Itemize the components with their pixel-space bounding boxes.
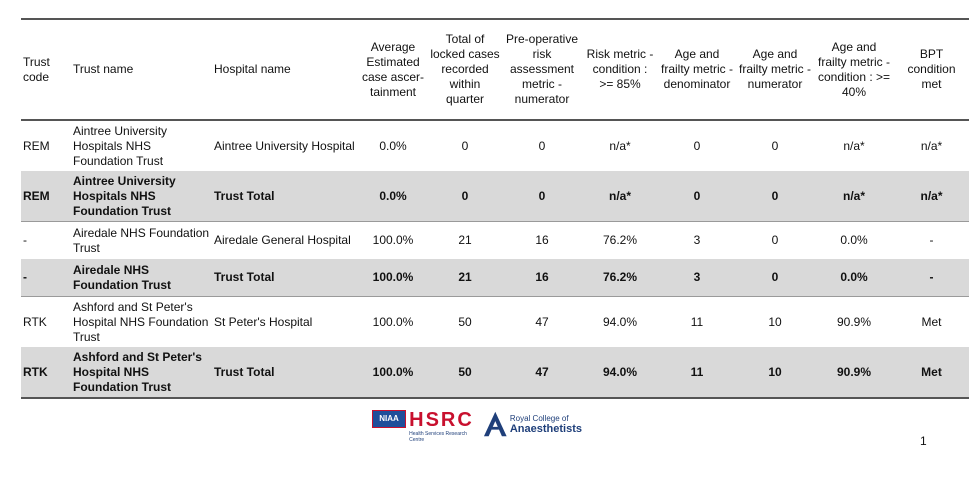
cell-ascertainment: 100.0% [372,314,414,329]
page-number: 1 [920,434,927,448]
table-row: - Airedale NHS Foundation Trust Airedale… [21,222,969,260]
cell-risk-condition: n/a* [582,171,658,222]
cell-locked-cases: 0 [461,138,469,153]
cell-frailty-denominator: 11 [658,347,736,399]
header-frailty-numerator: Age and frailty metric - numerator [736,19,814,121]
cell-hospital-name: Trust Total [212,259,358,297]
cell-trust-name: Ashford and St Peter's Hospital NHS Foun… [71,347,212,399]
cell-frailty-condition: n/a* [814,171,894,222]
cell-risk-condition: 76.2% [582,259,658,297]
cell-hospital-name: Aintree University Hospital [214,138,355,153]
rca-logo: Royal College of Anaesthetists [510,414,582,435]
header-risk-condition: Risk metric - condition : >= 85% [582,19,658,121]
table-row-total: - Airedale NHS Foundation Trust Trust To… [21,259,969,297]
cell-trust-name: Aintree University Hospitals NHS Foundat… [71,171,212,222]
header-bpt-met: BPT condition met [894,19,969,121]
cell-trust-name: Airedale NHS Foundation Trust [71,259,212,297]
cell-hospital-name: Trust Total [212,347,358,399]
cell-locked-cases: 50 [428,347,502,399]
cell-frailty-condition: 0.0% [814,259,894,297]
cell-locked-cases: 50 [458,314,472,329]
header-preop-risk-numerator: Pre-operative risk assessment metric - n… [502,19,582,121]
table-row: RTK Ashford and St Peter's Hospital NHS … [21,297,969,348]
cell-hospital-name: St Peter's Hospital [214,314,313,329]
cell-ascertainment: 100.0% [372,233,414,247]
cell-ascertainment: 100.0% [358,347,428,399]
cell-frailty-condition: 90.9% [836,314,872,329]
cell-frailty-condition: 90.9% [814,347,894,399]
cell-preop-numerator: 16 [535,233,549,247]
header-trust-name: Trust name [71,19,212,121]
cell-bpt-met: - [894,259,969,297]
cell-frailty-numerator: 0 [736,259,814,297]
header-total-locked-cases: Total of locked cases recorded within qu… [428,19,502,121]
header-hospital-name: Hospital name [212,19,358,121]
cell-bpt-met: Met [894,347,969,399]
table-row: REM Aintree University Hospitals NHS Fou… [21,120,969,171]
header-trust-code: Trust code [21,19,71,121]
cell-ascertainment: 0.0% [358,171,428,222]
cell-bpt-met: Met [921,314,942,329]
cell-ascertainment: 100.0% [358,259,428,297]
cell-frailty-denominator: 0 [693,138,701,153]
report-table: Trust code Trust name Hospital name Aver… [21,18,969,399]
cell-frailty-numerator: 0 [771,138,779,153]
cell-frailty-denominator: 0 [658,171,736,222]
cell-locked-cases: 0 [428,171,502,222]
cell-hospital-name: Airedale General Hospital [214,233,351,247]
cell-risk-condition: 94.0% [582,347,658,399]
hsrc-subtitle: Health Services Research Centre [409,431,467,443]
header-row: Trust code Trust name Hospital name Aver… [21,19,969,121]
hsrc-logo: HSRC Health Services Research Centre [409,410,479,443]
cell-trust-name: Airedale NHS Foundation Trust [73,225,210,255]
header-avg-case-ascertainment: Average Estimated case ascer-tainment [358,19,428,121]
cell-trust-name: Ashford and St Peter's Hospital NHS Foun… [73,299,209,344]
rca-a-icon [484,411,507,437]
header-frailty-denominator: Age and frailty metric - denominator [658,19,736,121]
cell-trust-code: - [23,233,27,247]
header-frailty-condition: Age and frailty metric - condition : >= … [814,19,894,121]
cell-frailty-numerator: 10 [736,347,814,399]
cell-frailty-denominator: 3 [658,259,736,297]
cell-bpt-met: n/a* [894,171,969,222]
cell-frailty-numerator: 10 [768,314,782,329]
cell-trust-name: Aintree University Hospitals NHS Foundat… [73,123,168,168]
cell-frailty-condition: n/a* [843,138,865,153]
cell-frailty-denominator: 3 [693,233,701,247]
cell-bpt-met: n/a* [920,138,943,153]
cell-preop-numerator: 0 [538,138,546,153]
rca-logo-line2: Anaesthetists [509,423,582,435]
niaa-logo: NIAA [372,410,407,428]
table-row-total: REM Aintree University Hospitals NHS Fou… [21,171,969,222]
cell-frailty-numerator: 0 [736,171,814,222]
cell-preop-numerator: 47 [502,347,582,399]
hsrc-logo-text: HSRC [409,409,474,431]
cell-trust-code: REM [21,171,71,222]
table-row-total: RTK Ashford and St Peter's Hospital NHS … [21,347,969,399]
cell-bpt-met: - [929,233,934,247]
cell-frailty-condition: 0.0% [840,233,868,247]
cell-trust-code: - [21,259,71,297]
cell-risk-condition: 76.2% [602,233,638,247]
cell-risk-condition: 94.0% [602,314,638,329]
cell-ascertainment: 0.0% [379,138,407,153]
cell-locked-cases: 21 [428,259,502,297]
cell-frailty-numerator: 0 [771,233,779,247]
cell-preop-numerator: 0 [502,171,582,222]
cell-frailty-denominator: 11 [690,314,704,329]
cell-trust-code: RTK [23,314,47,329]
cell-preop-numerator: 47 [535,314,549,329]
footer-logos: NIAA HSRC Health Services Research Centr… [372,410,582,443]
cell-locked-cases: 21 [458,233,472,247]
cell-hospital-name: Trust Total [212,171,358,222]
cell-trust-code: RTK [21,347,71,399]
cell-trust-code: REM [23,138,50,153]
rca-logo-line1: Royal College of [509,414,569,423]
cell-preop-numerator: 16 [502,259,582,297]
cell-risk-condition: n/a* [609,138,631,153]
